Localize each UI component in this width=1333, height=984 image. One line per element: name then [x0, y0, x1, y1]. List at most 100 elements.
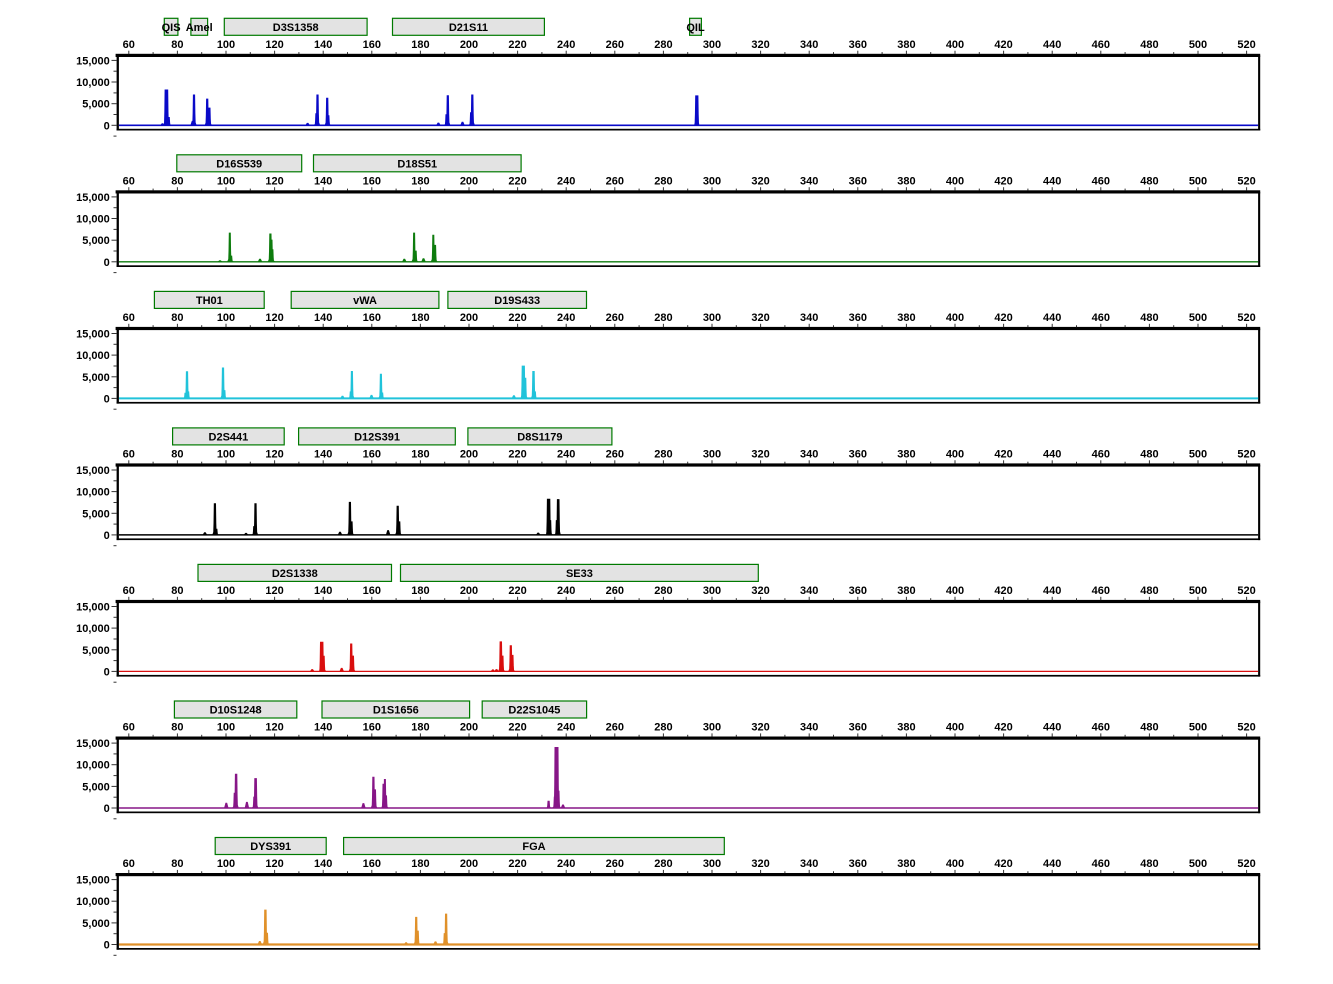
svg-text:D19S433: D19S433: [494, 295, 540, 307]
svg-text:D8S1179: D8S1179: [517, 431, 562, 443]
svg-text:0: 0: [104, 803, 110, 815]
svg-text:100: 100: [217, 39, 235, 51]
svg-text:520: 520: [1237, 858, 1255, 870]
svg-text:15,000: 15,000: [76, 329, 110, 341]
svg-text:400: 400: [946, 176, 964, 188]
svg-text:220: 220: [508, 585, 526, 597]
svg-text:0: 0: [104, 666, 110, 678]
svg-text:0: 0: [104, 120, 110, 132]
svg-text:0: 0: [104, 530, 110, 542]
svg-text:360: 360: [849, 312, 867, 324]
svg-text:140: 140: [314, 449, 332, 461]
svg-text:260: 260: [606, 449, 624, 461]
svg-text:480: 480: [1140, 585, 1158, 597]
svg-text:D10S1248: D10S1248: [210, 705, 262, 717]
svg-text:500: 500: [1189, 722, 1207, 734]
svg-text:80: 80: [171, 176, 183, 188]
svg-text:420: 420: [994, 722, 1012, 734]
svg-text:100: 100: [217, 585, 235, 597]
svg-text:380: 380: [897, 449, 915, 461]
svg-text:120: 120: [265, 312, 283, 324]
svg-text:QIL: QIL: [686, 22, 705, 34]
svg-text:360: 360: [849, 585, 867, 597]
svg-text:300: 300: [703, 176, 721, 188]
svg-text:60: 60: [123, 585, 135, 597]
svg-text:460: 460: [1092, 722, 1110, 734]
svg-text:D16S539: D16S539: [216, 158, 262, 170]
svg-text:380: 380: [897, 39, 915, 51]
svg-text:5,000: 5,000: [82, 645, 110, 657]
svg-text:160: 160: [363, 312, 381, 324]
svg-text:180: 180: [411, 176, 429, 188]
svg-text:10,000: 10,000: [76, 77, 110, 89]
svg-text:80: 80: [171, 585, 183, 597]
svg-text:60: 60: [123, 176, 135, 188]
svg-text:5,000: 5,000: [82, 372, 110, 384]
svg-text:D2S1338: D2S1338: [272, 568, 318, 580]
svg-text:460: 460: [1092, 585, 1110, 597]
svg-text:200: 200: [460, 858, 478, 870]
svg-text:D22S1045: D22S1045: [508, 705, 560, 717]
svg-text:420: 420: [994, 449, 1012, 461]
svg-text:260: 260: [606, 312, 624, 324]
svg-text:10,000: 10,000: [76, 350, 110, 362]
svg-text:120: 120: [265, 449, 283, 461]
svg-text:360: 360: [849, 176, 867, 188]
svg-text:15,000: 15,000: [76, 192, 110, 204]
svg-text:460: 460: [1092, 312, 1110, 324]
svg-text:100: 100: [217, 722, 235, 734]
svg-text:100: 100: [217, 312, 235, 324]
svg-text:460: 460: [1092, 449, 1110, 461]
svg-text:320: 320: [751, 176, 769, 188]
svg-text:520: 520: [1237, 176, 1255, 188]
svg-text:160: 160: [363, 585, 381, 597]
svg-text:500: 500: [1189, 858, 1207, 870]
svg-text:520: 520: [1237, 312, 1255, 324]
svg-text:280: 280: [654, 39, 672, 51]
svg-text:120: 120: [265, 39, 283, 51]
svg-text:380: 380: [897, 722, 915, 734]
svg-text:220: 220: [508, 449, 526, 461]
svg-text:120: 120: [265, 858, 283, 870]
svg-text:TH01: TH01: [196, 295, 223, 307]
svg-text:300: 300: [703, 312, 721, 324]
svg-text:180: 180: [411, 858, 429, 870]
svg-text:320: 320: [751, 585, 769, 597]
svg-text:60: 60: [123, 722, 135, 734]
svg-text:140: 140: [314, 176, 332, 188]
svg-text:15,000: 15,000: [76, 602, 110, 614]
svg-text:360: 360: [849, 722, 867, 734]
svg-text:220: 220: [508, 39, 526, 51]
svg-text:200: 200: [460, 722, 478, 734]
svg-text:440: 440: [1043, 312, 1061, 324]
svg-text:160: 160: [363, 722, 381, 734]
svg-text:340: 340: [800, 449, 818, 461]
svg-text:280: 280: [654, 585, 672, 597]
svg-text:80: 80: [171, 312, 183, 324]
svg-text:400: 400: [946, 39, 964, 51]
svg-text:320: 320: [751, 449, 769, 461]
svg-text:100: 100: [217, 858, 235, 870]
svg-text:300: 300: [703, 39, 721, 51]
svg-text:400: 400: [946, 585, 964, 597]
svg-text:360: 360: [849, 39, 867, 51]
svg-text:180: 180: [411, 722, 429, 734]
svg-text:D12S391: D12S391: [354, 431, 400, 443]
svg-text:5,000: 5,000: [82, 781, 110, 793]
svg-text:100: 100: [217, 176, 235, 188]
svg-text:500: 500: [1189, 39, 1207, 51]
svg-text:520: 520: [1237, 449, 1255, 461]
svg-text:10,000: 10,000: [76, 896, 110, 908]
svg-text:420: 420: [994, 585, 1012, 597]
svg-text:60: 60: [123, 312, 135, 324]
svg-text:340: 340: [800, 722, 818, 734]
svg-text:400: 400: [946, 858, 964, 870]
svg-text:80: 80: [171, 449, 183, 461]
svg-text:15,000: 15,000: [76, 55, 110, 67]
svg-text:340: 340: [800, 312, 818, 324]
svg-text:480: 480: [1140, 312, 1158, 324]
svg-text:D3S1358: D3S1358: [273, 22, 319, 34]
svg-text:460: 460: [1092, 39, 1110, 51]
svg-text:480: 480: [1140, 722, 1158, 734]
svg-text:Amel: Amel: [186, 22, 213, 34]
